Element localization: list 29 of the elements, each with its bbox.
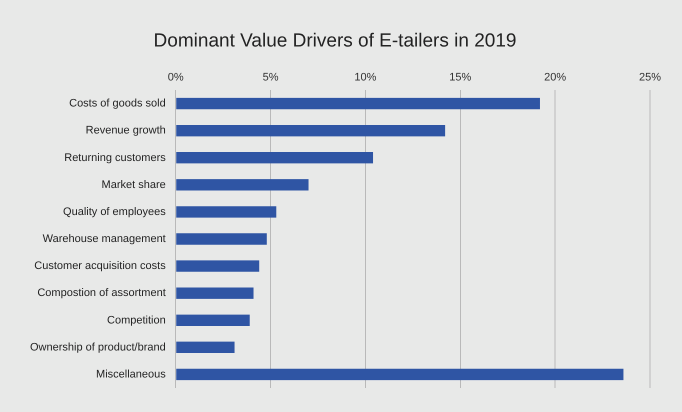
bar — [176, 260, 260, 272]
y-tick-label: Ownership of product/brand — [30, 341, 166, 354]
bar — [176, 287, 254, 299]
bar — [176, 206, 276, 218]
bar — [176, 314, 250, 326]
y-tick-label: Quality of employees — [63, 206, 166, 218]
y-tick-label: Returning customers — [64, 152, 166, 164]
y-tick-label: Warehouse management — [42, 233, 166, 246]
bar — [176, 233, 267, 245]
y-tick-label: Market share — [102, 178, 166, 191]
bar — [176, 124, 446, 136]
y-tick-label: Compostion of assortment — [37, 287, 166, 300]
bar — [176, 342, 235, 354]
chart-title: Dominant Value Drivers of E-tailers in 2019 — [154, 30, 516, 52]
y-tick-label: Miscellaneous — [96, 368, 166, 380]
x-tick-label: 5% — [262, 71, 279, 84]
x-tick-label: 20% — [544, 71, 566, 84]
y-tick-label: Revenue growth — [86, 124, 166, 137]
x-tick-label: 15% — [449, 71, 472, 84]
bar — [176, 368, 624, 380]
x-tick-label: 10% — [354, 71, 377, 84]
x-tick-label: 25% — [638, 71, 662, 84]
bar — [176, 179, 309, 191]
x-tick-label: 0% — [168, 71, 184, 84]
bar — [176, 152, 374, 164]
y-tick-label: Customer acquisition costs — [34, 260, 166, 272]
bar — [176, 98, 540, 110]
y-tick-label: Competition — [107, 314, 166, 326]
y-tick-label: Costs of goods sold — [69, 98, 166, 110]
